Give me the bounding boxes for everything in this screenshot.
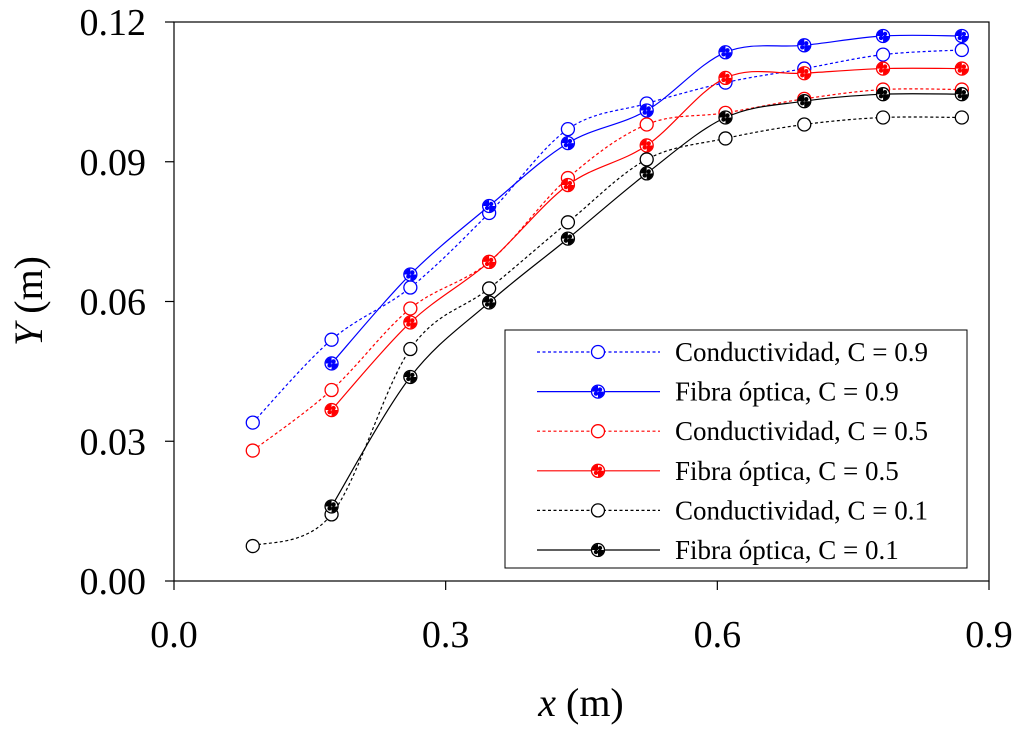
data-point bbox=[639, 166, 654, 181]
data-point bbox=[875, 28, 891, 44]
y-tick-label: 0.00 bbox=[80, 561, 147, 603]
data-point bbox=[954, 28, 969, 44]
series-line bbox=[331, 93, 962, 507]
series-6 bbox=[324, 87, 969, 514]
data-point bbox=[639, 103, 654, 118]
data-point bbox=[797, 117, 812, 132]
data-point bbox=[560, 215, 576, 230]
data-point bbox=[718, 131, 733, 146]
data-point bbox=[403, 369, 418, 385]
y-tick-label: 0.12 bbox=[80, 2, 147, 44]
data-point bbox=[481, 281, 497, 296]
legend-label: Conductividad, C = 0.1 bbox=[675, 495, 928, 525]
y-axis-unit: (m) bbox=[6, 256, 51, 324]
data-point bbox=[245, 443, 260, 458]
data-point bbox=[481, 295, 497, 310]
data-point bbox=[639, 117, 654, 132]
y-axis: 0.00 0.03 0.06 0.09 0.12 bbox=[80, 2, 174, 603]
data-point bbox=[954, 61, 969, 76]
legend-marker bbox=[590, 463, 606, 478]
legend-label: Fibra óptica, C = 0.9 bbox=[675, 377, 899, 407]
series-2 bbox=[324, 28, 969, 371]
data-point bbox=[481, 198, 497, 214]
series-5 bbox=[245, 110, 969, 554]
series-line bbox=[252, 88, 962, 452]
data-point bbox=[245, 538, 260, 554]
data-point bbox=[639, 138, 654, 153]
data-point bbox=[403, 280, 418, 295]
legend-box bbox=[504, 329, 968, 569]
series-line bbox=[331, 34, 962, 364]
legend-label: Fibra óptica, C = 0.1 bbox=[675, 535, 899, 565]
data-point bbox=[954, 42, 969, 58]
y-axis-variable: Y bbox=[6, 320, 51, 346]
legend-label: Conductividad, C = 0.5 bbox=[675, 416, 928, 446]
data-point bbox=[875, 110, 891, 125]
y-tick-label: 0.09 bbox=[80, 142, 147, 184]
data-point bbox=[403, 315, 418, 330]
legend-marker bbox=[590, 503, 606, 518]
legend-marker bbox=[590, 424, 606, 439]
data-point bbox=[718, 45, 733, 60]
data-point bbox=[560, 121, 576, 137]
data-point bbox=[245, 415, 260, 430]
x-axis-label: x (m) bbox=[537, 680, 624, 725]
data-point bbox=[875, 61, 891, 76]
data-point bbox=[560, 135, 576, 151]
series-layer bbox=[245, 28, 969, 554]
x-axis: 0.0 0.3 0.6 0.9 bbox=[150, 581, 1013, 656]
data-point bbox=[324, 402, 339, 418]
data-point bbox=[403, 267, 418, 282]
data-point bbox=[481, 254, 497, 270]
data-point bbox=[718, 70, 733, 86]
legend: Conductividad, C = 0.9 Fibra óptica, C = … bbox=[504, 329, 968, 569]
data-point bbox=[797, 66, 812, 81]
legend-entry: Conductividad, C = 0.1 bbox=[537, 495, 928, 525]
legend-marker bbox=[590, 542, 606, 558]
data-point bbox=[324, 499, 339, 514]
series-4 bbox=[324, 61, 969, 418]
x-tick-label: 0.3 bbox=[422, 614, 470, 656]
series-line bbox=[252, 49, 962, 424]
legend-entry: Conductividad, C = 0.5 bbox=[537, 416, 928, 446]
x-axis-unit: (m) bbox=[556, 680, 624, 725]
legend-entry: Fibra óptica, C = 0.9 bbox=[537, 377, 899, 407]
legend-entry: Fibra óptica, C = 0.1 bbox=[537, 535, 899, 565]
legend-entry: Conductividad, C = 0.9 bbox=[537, 337, 928, 367]
data-point bbox=[797, 38, 812, 53]
data-point bbox=[403, 301, 418, 316]
data-point bbox=[797, 94, 812, 109]
data-point bbox=[875, 47, 891, 62]
data-point bbox=[324, 382, 339, 398]
legend-label: Fibra óptica, C = 0.5 bbox=[675, 456, 899, 486]
y-tick-label: 0.06 bbox=[80, 282, 147, 324]
legend-label: Conductividad, C = 0.9 bbox=[675, 337, 928, 367]
y-axis-label: Y (m) bbox=[6, 256, 51, 346]
legend-entry: Fibra óptica, C = 0.5 bbox=[537, 456, 899, 486]
y-tick-label: 0.03 bbox=[80, 421, 147, 463]
x-tick-label: 0.9 bbox=[965, 614, 1013, 656]
data-point bbox=[560, 177, 576, 193]
data-point bbox=[560, 231, 576, 246]
x-axis-variable: x bbox=[537, 680, 556, 725]
legend-marker bbox=[590, 344, 606, 360]
data-point bbox=[954, 110, 969, 125]
data-point bbox=[875, 87, 891, 102]
data-point bbox=[324, 332, 339, 347]
legend-marker bbox=[590, 384, 606, 399]
data-point bbox=[954, 87, 969, 102]
x-tick-label: 0.0 bbox=[150, 614, 198, 656]
data-point bbox=[639, 152, 654, 167]
x-tick-label: 0.6 bbox=[694, 614, 742, 656]
data-point bbox=[324, 356, 339, 371]
data-point bbox=[718, 110, 733, 125]
data-point bbox=[403, 341, 418, 357]
series-line bbox=[331, 67, 962, 411]
